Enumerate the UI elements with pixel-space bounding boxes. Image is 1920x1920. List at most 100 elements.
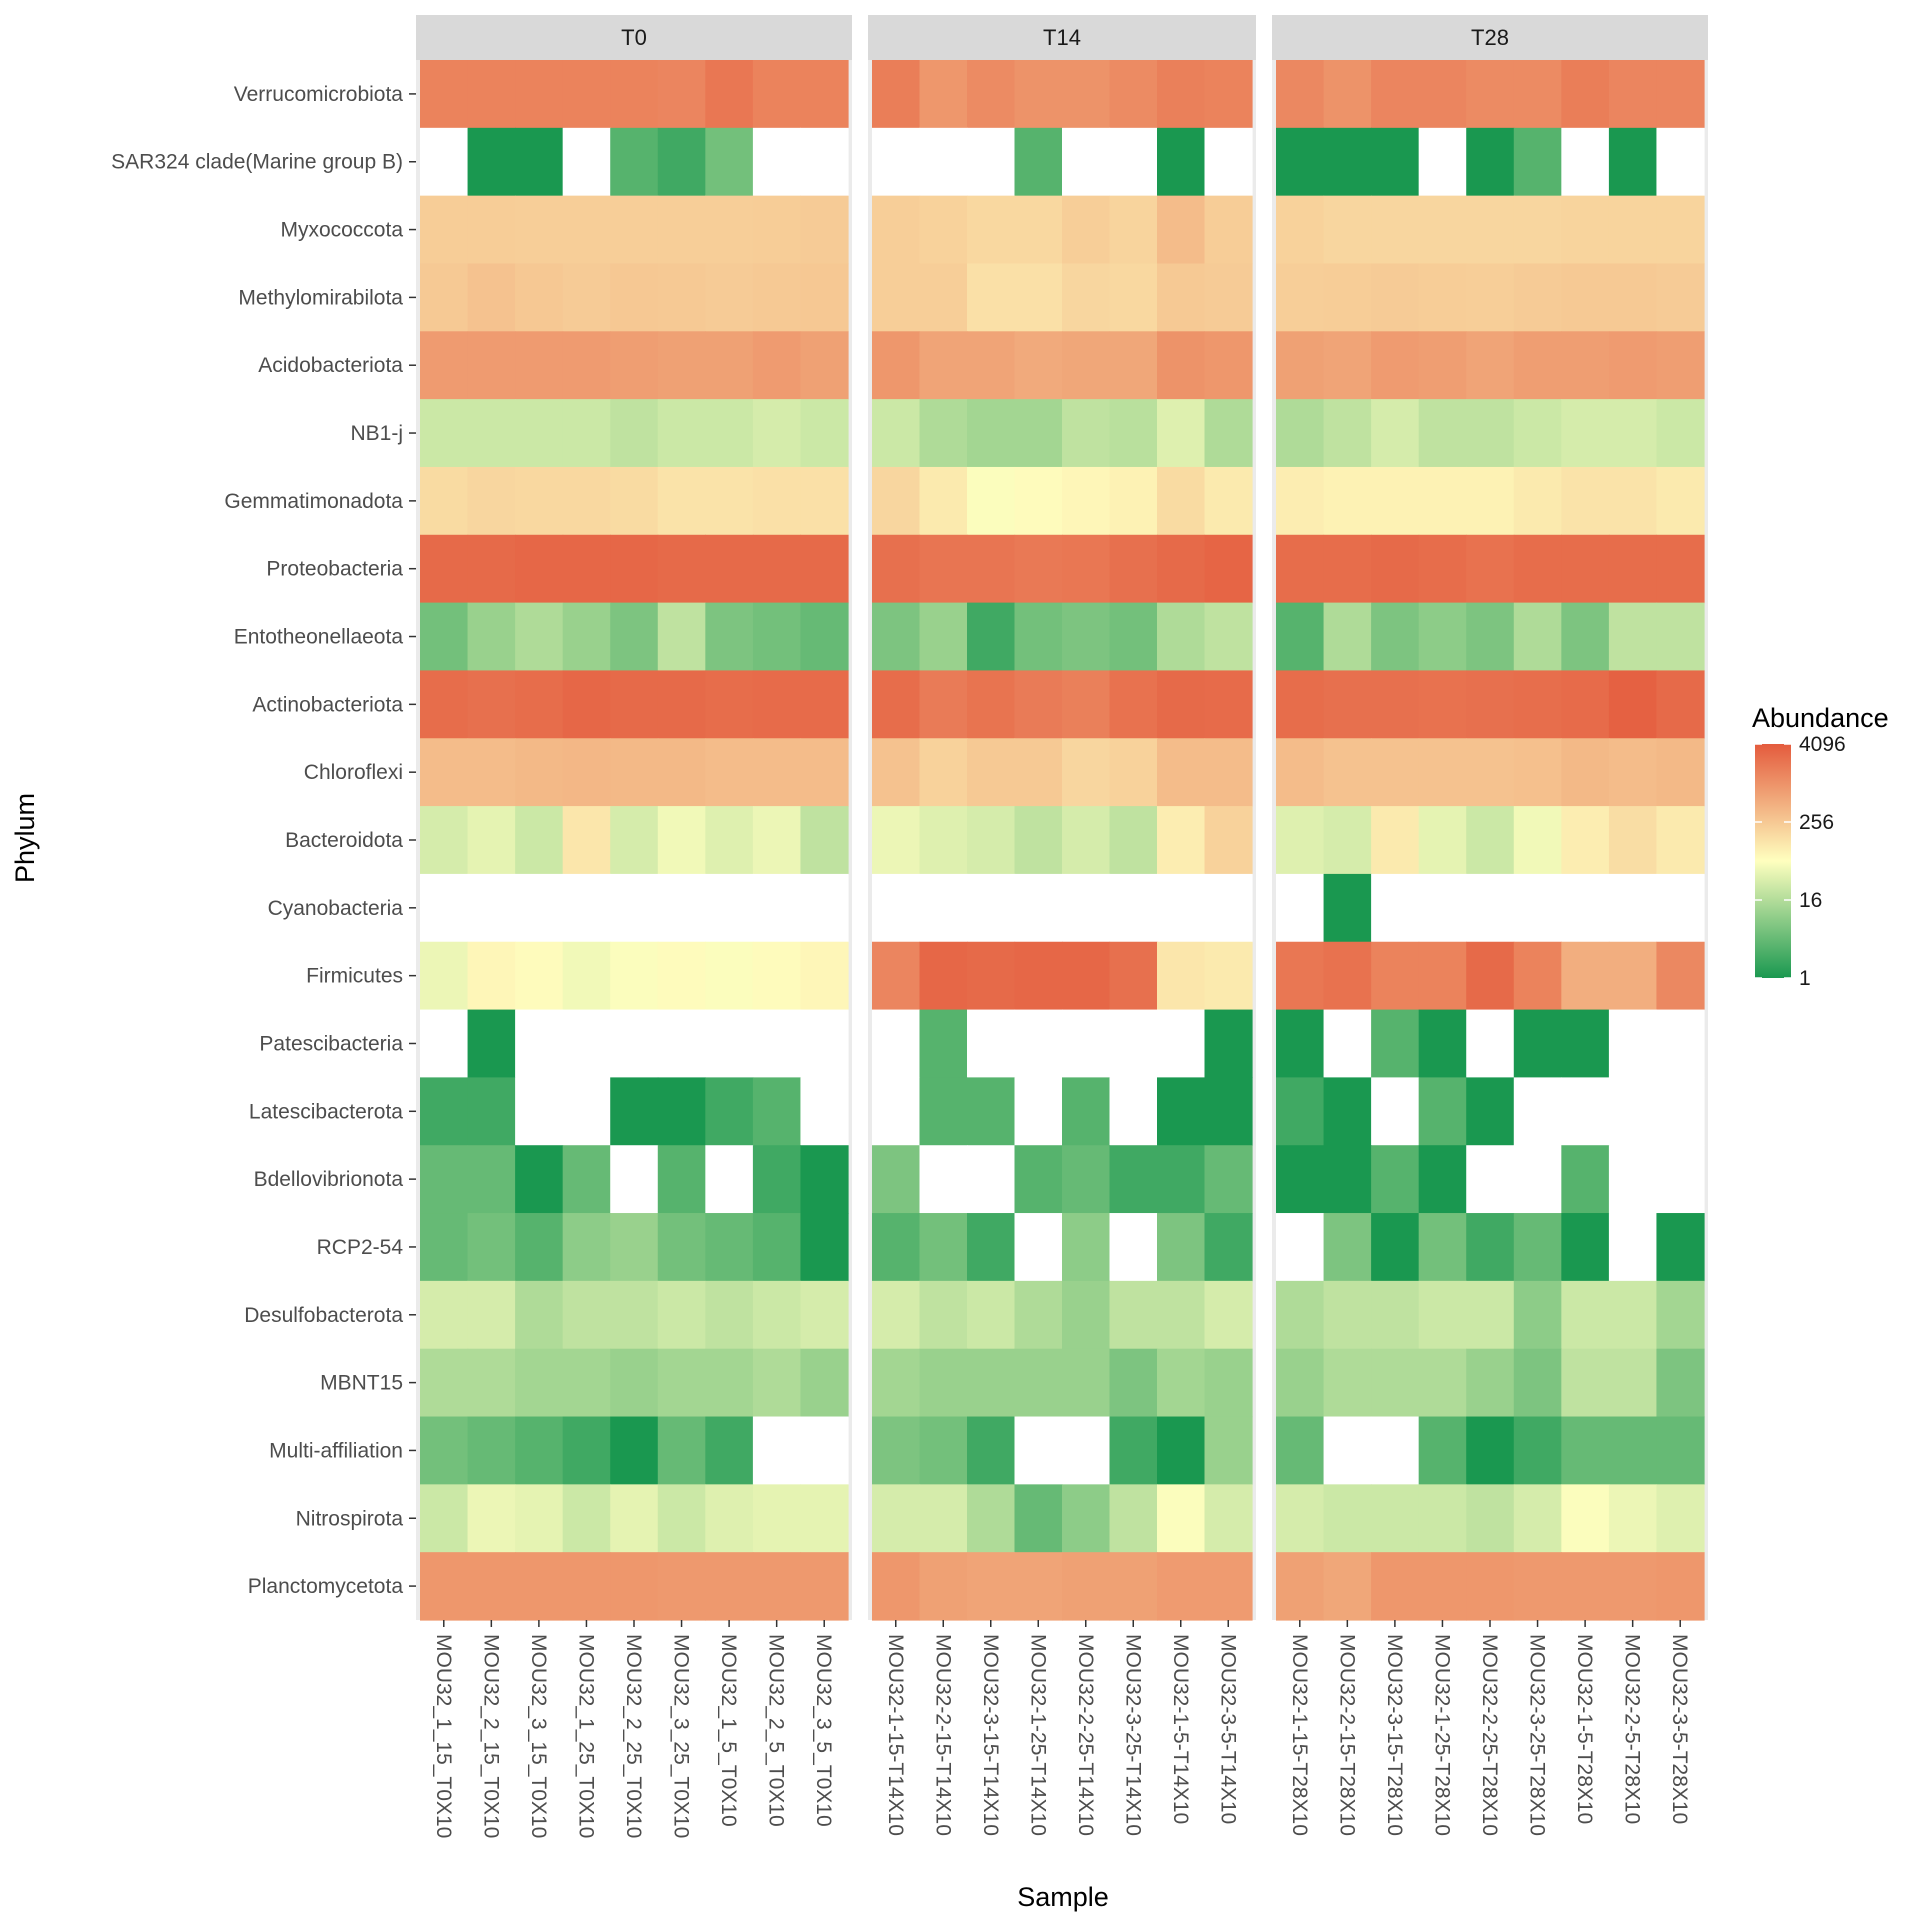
heatmap-cell <box>1062 1416 1111 1485</box>
heatmap-cell <box>1466 60 1515 129</box>
heatmap-cell <box>1656 1213 1705 1282</box>
heatmap-cell <box>467 534 516 604</box>
heatmap-cell <box>1608 941 1658 1011</box>
heatmap-cell <box>872 1145 921 1214</box>
heatmap-cell <box>872 1280 921 1350</box>
heatmap-cell <box>919 1280 968 1350</box>
heatmap-cell <box>1323 873 1372 943</box>
heatmap-cell <box>1466 1552 1515 1621</box>
heatmap-cell <box>752 738 802 807</box>
heatmap-cell <box>1561 1348 1610 1418</box>
heatmap-cell <box>657 1416 706 1485</box>
heatmap-cell <box>1371 534 1420 604</box>
heatmap-cell <box>1466 195 1515 265</box>
y-tick-label: Proteobacteria <box>266 558 403 581</box>
heatmap-cell <box>872 941 921 1011</box>
heatmap-cell <box>752 127 802 197</box>
heatmap-cell <box>872 738 921 807</box>
heatmap-cell <box>1561 263 1610 332</box>
heatmap-cell <box>515 941 564 1011</box>
heatmap-cell <box>872 873 921 943</box>
heatmap-cell <box>1014 1484 1063 1553</box>
heatmap-cell <box>610 1213 659 1282</box>
heatmap-cell <box>919 195 968 265</box>
heatmap-cell <box>1109 1213 1158 1282</box>
panel-strip <box>868 15 1256 60</box>
heatmap-cell <box>1204 1484 1253 1553</box>
heatmap-cell <box>1276 466 1325 536</box>
y-tick-label: SAR324 clade(Marine group B) <box>111 151 403 174</box>
heatmap-cell <box>420 738 469 807</box>
heatmap-cell <box>1513 806 1562 875</box>
heatmap-cell <box>705 60 754 129</box>
heatmap-cell <box>1656 1348 1705 1418</box>
heatmap-cell <box>1371 602 1420 672</box>
heatmap-cell <box>1062 1348 1111 1418</box>
heatmap-cell <box>610 331 659 400</box>
heatmap-cell <box>800 1213 849 1282</box>
heatmap-cell <box>610 738 659 807</box>
heatmap-cell <box>752 873 802 943</box>
heatmap-cell <box>1109 738 1158 807</box>
heatmap-cell <box>467 1280 516 1350</box>
heatmap-cell <box>1608 670 1658 739</box>
y-tick-label: Methylomirabilota <box>238 286 403 309</box>
heatmap-cell <box>1656 195 1705 265</box>
heatmap-cell <box>1323 466 1372 536</box>
y-tick-label: Firmicutes <box>306 965 403 988</box>
x-tick-label: MOU32_2_5_T0X10 <box>765 1634 788 1827</box>
heatmap-cell <box>967 1484 1016 1553</box>
heatmap-cell <box>919 466 968 536</box>
heatmap-cell <box>562 1077 611 1146</box>
x-tick-label: MOU32-3-25-T28X10 <box>1526 1634 1549 1836</box>
heatmap-cell <box>420 1213 469 1282</box>
heatmap-cell <box>420 873 469 943</box>
heatmap-cell <box>1513 263 1562 332</box>
heatmap-cell <box>705 195 754 265</box>
heatmap-cell <box>872 195 921 265</box>
heatmap-cell <box>1418 602 1467 672</box>
y-tick-label: NB1-j <box>350 422 403 445</box>
heatmap-cell <box>800 127 849 197</box>
x-tick-label: MOU32_1_15_T0X10 <box>432 1634 455 1838</box>
heatmap-cell <box>515 1009 564 1078</box>
heatmap-cell <box>800 60 849 129</box>
heatmap-cell <box>800 466 849 536</box>
heatmap-cell <box>1513 602 1562 672</box>
heatmap-cell <box>1062 263 1111 332</box>
heatmap-cell <box>1204 331 1253 400</box>
heatmap-cell <box>705 941 754 1011</box>
heatmap-cell <box>919 602 968 672</box>
heatmap-cell <box>967 602 1016 672</box>
heatmap-cell <box>1418 1416 1467 1485</box>
heatmap-cell <box>967 670 1016 739</box>
heatmap-cell <box>515 1077 564 1146</box>
heatmap-cell <box>657 873 706 943</box>
heatmap-cell <box>657 738 706 807</box>
heatmap-cell <box>1062 1009 1111 1078</box>
heatmap-cell <box>420 1145 469 1214</box>
heatmap-cell <box>1109 399 1158 468</box>
heatmap-cell <box>1513 873 1562 943</box>
heatmap-cell <box>872 1009 921 1078</box>
heatmap-cell <box>1204 873 1253 943</box>
heatmap-cell <box>562 1280 611 1350</box>
heatmap-cell <box>1157 195 1206 265</box>
heatmap-cell <box>967 1009 1016 1078</box>
heatmap-cell <box>1513 60 1562 129</box>
heatmap-cell <box>1561 1552 1610 1621</box>
heatmap-cell <box>420 1009 469 1078</box>
heatmap-cell <box>1014 873 1063 943</box>
heatmap-cell <box>1276 1213 1325 1282</box>
heatmap-cell <box>800 738 849 807</box>
heatmap-cell <box>1276 534 1325 604</box>
heatmap-cell <box>705 738 754 807</box>
heatmap-cell <box>1466 1348 1515 1418</box>
panel-T28: T28 MOU32-1-15-T28X10 MOU32-2-15-T28X10 MOU… <box>1272 15 1708 1836</box>
heatmap-cell <box>1323 60 1372 129</box>
heatmap-cell <box>1418 738 1467 807</box>
heatmap-cell <box>1109 1552 1158 1621</box>
heatmap-cell <box>967 1416 1016 1485</box>
y-tick-label: Entotheonellaeota <box>234 626 404 649</box>
